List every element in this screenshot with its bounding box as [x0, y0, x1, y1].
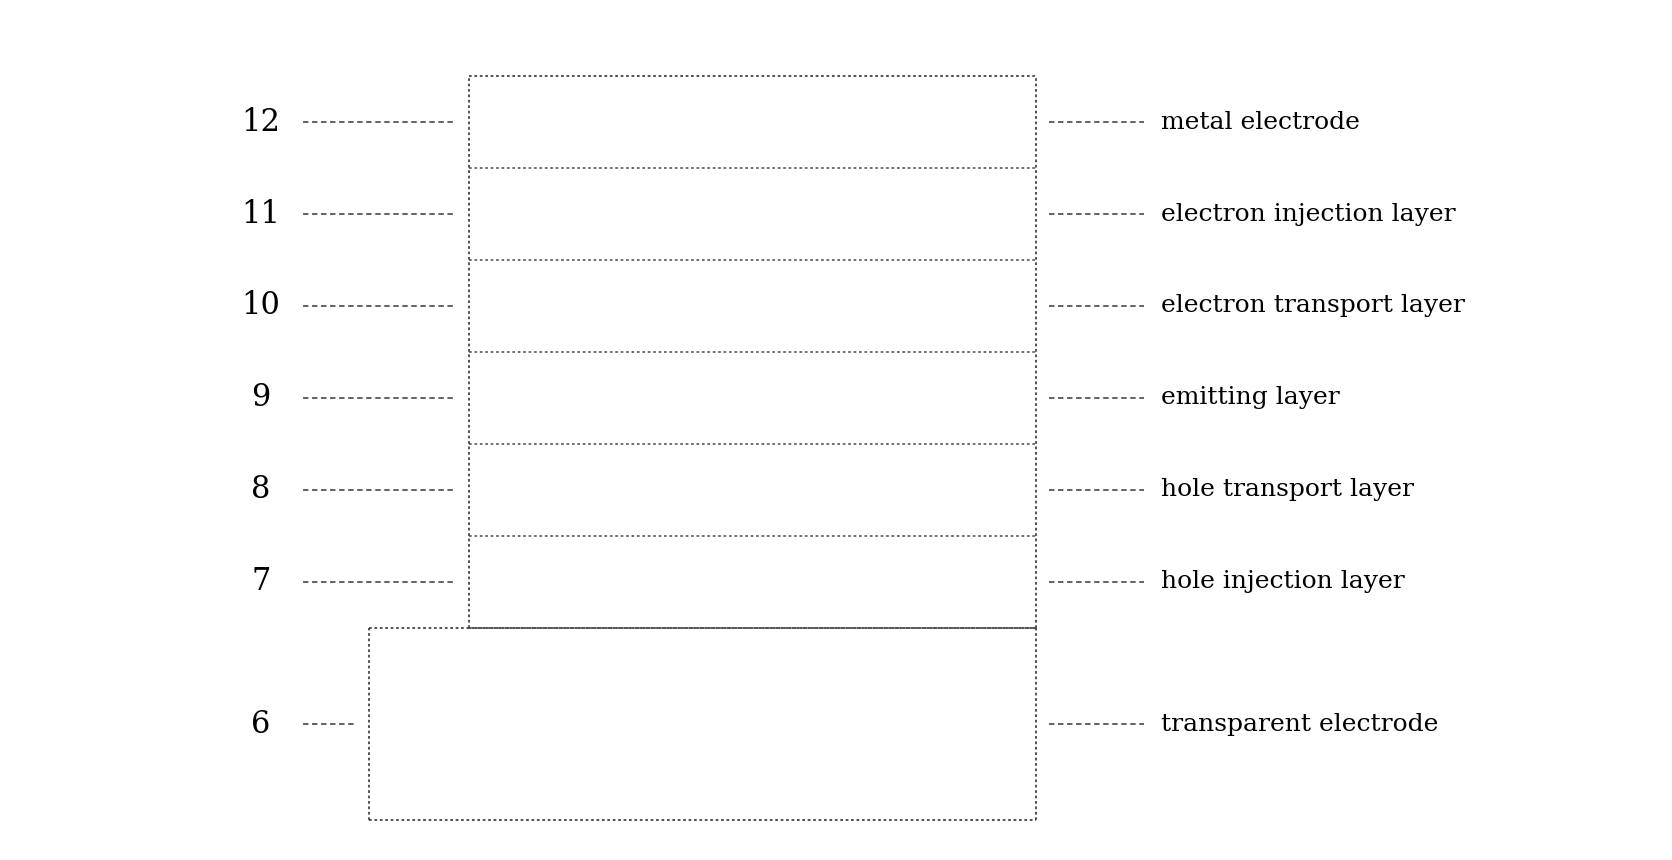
- Text: 6: 6: [251, 709, 271, 740]
- Text: electron transport layer: electron transport layer: [1160, 294, 1465, 317]
- Text: 8: 8: [251, 474, 271, 505]
- Text: 9: 9: [251, 383, 271, 414]
- Bar: [370, 628, 1037, 820]
- Text: transparent electrode: transparent electrode: [1160, 712, 1438, 735]
- Text: 7: 7: [251, 566, 271, 597]
- Text: 10: 10: [242, 291, 281, 322]
- Text: emitting layer: emitting layer: [1160, 386, 1339, 409]
- Text: 11: 11: [241, 199, 281, 230]
- Text: hole transport layer: hole transport layer: [1160, 478, 1415, 501]
- Text: electron injection layer: electron injection layer: [1160, 203, 1456, 225]
- Text: hole injection layer: hole injection layer: [1160, 570, 1404, 593]
- Bar: [470, 77, 1037, 628]
- Text: metal electrode: metal electrode: [1160, 111, 1359, 133]
- Text: 12: 12: [241, 107, 281, 138]
